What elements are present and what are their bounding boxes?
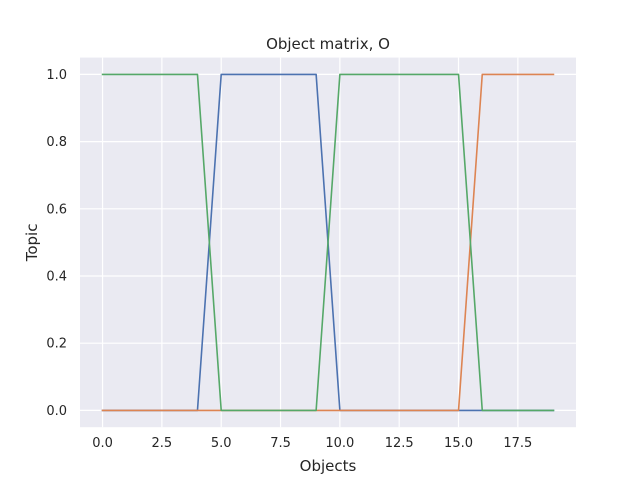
x-tick-label: 5.0 [211,436,232,451]
x-tick-label: 0.0 [92,436,113,451]
y-tick-label: 0.2 [46,337,67,352]
grid [80,57,576,428]
x-tick-label: 17.5 [503,436,532,451]
x-tick-label: 12.5 [385,436,414,451]
y-tick-label: 0.0 [46,404,67,419]
y-axis-label: Topic [23,224,41,263]
x-tick-label: 10.0 [325,436,354,451]
x-tick-label: 2.5 [152,436,173,451]
series-layer [101,73,555,412]
y-tick-label: 0.6 [46,202,67,217]
y-tick-label: 1.0 [46,68,67,83]
series-line-3 [101,73,555,412]
x-tick-label: 7.5 [270,436,291,451]
tick-labels: 0.0 2.5 5.0 7.5 10.0 12.5 15.0 17.5 0.0 0.2 0.4 0.6… [46,68,532,451]
chart-title: Object matrix, O [266,35,390,53]
x-tick-label: 15.0 [444,436,473,451]
y-tick-label: 0.8 [46,135,67,150]
x-axis-label: Objects [300,457,357,475]
series-line-2 [101,73,555,412]
y-tick-label: 0.4 [46,270,67,285]
